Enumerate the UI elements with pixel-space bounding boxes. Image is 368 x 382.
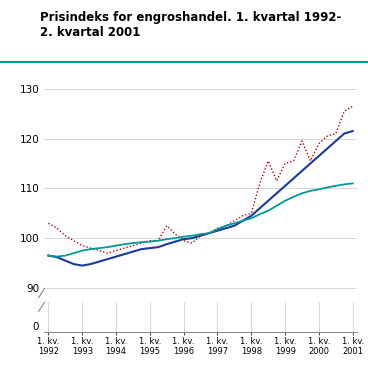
Text: Prisindeks for engroshandel. 1. kvartal 1992-
2. kvartal 2001: Prisindeks for engroshandel. 1. kvartal … xyxy=(40,11,342,39)
